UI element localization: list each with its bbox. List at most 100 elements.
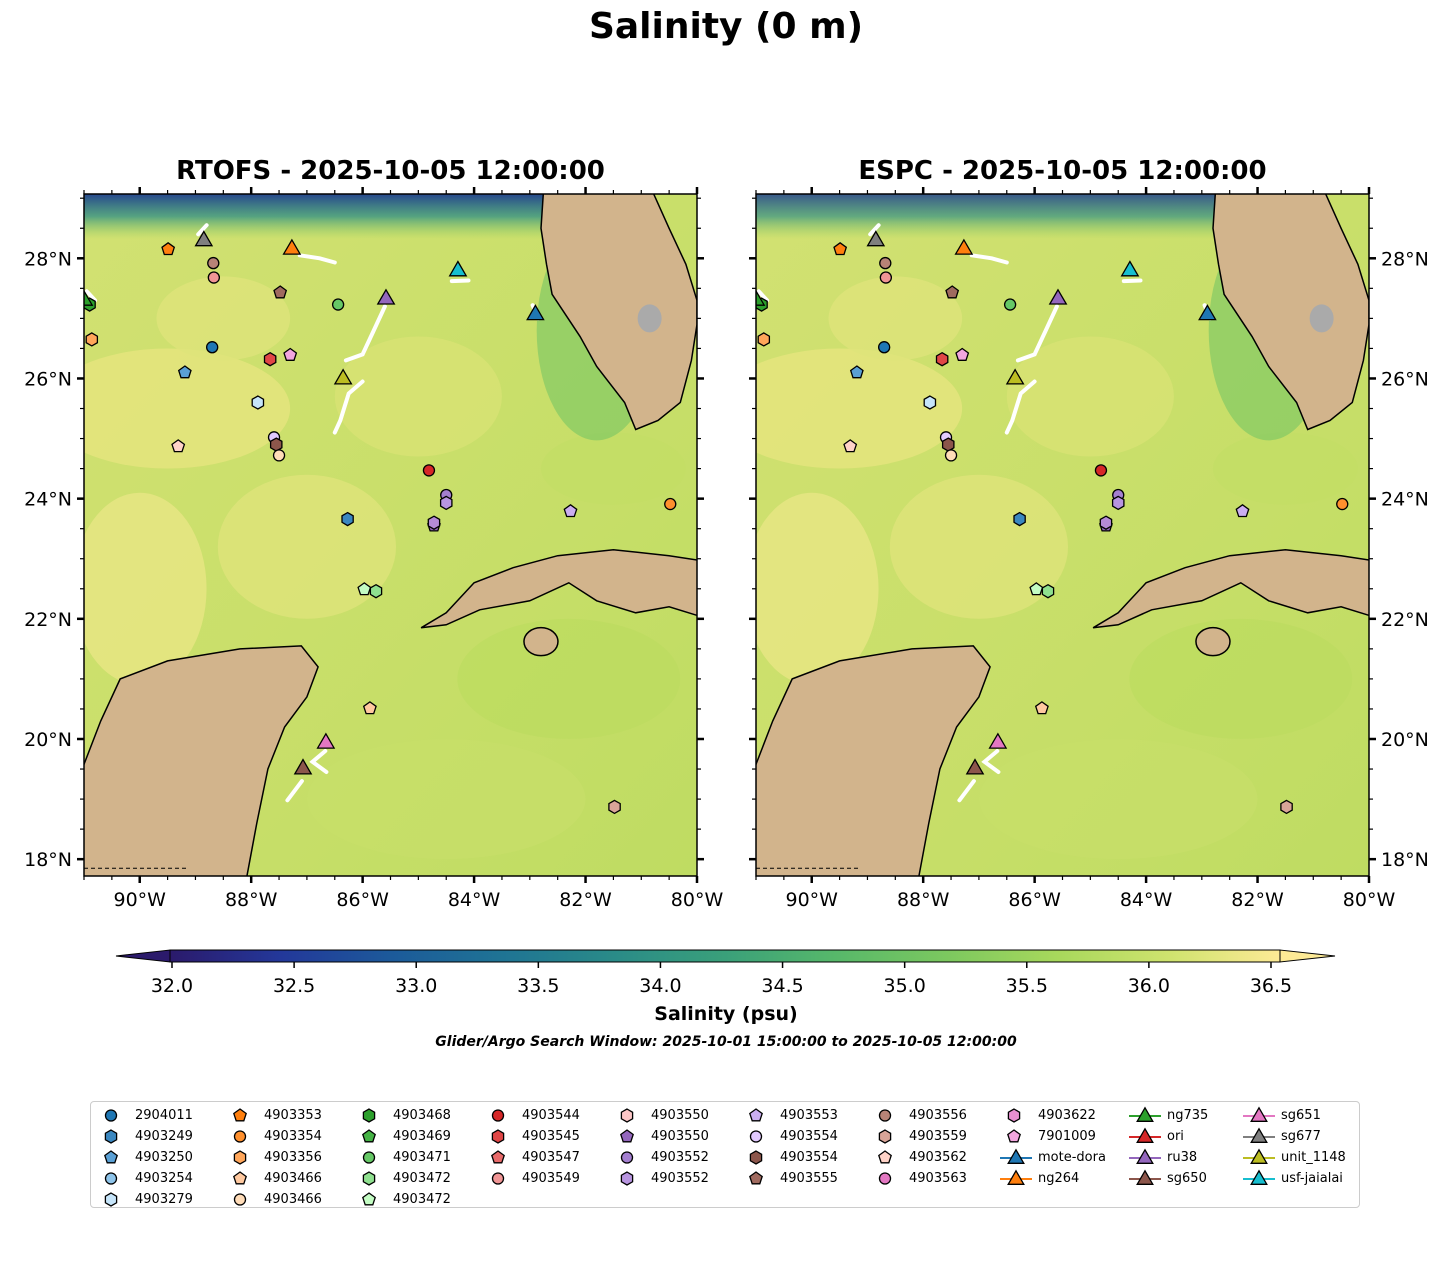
legend-marker (104, 1150, 118, 1164)
legend-label: 4903622 (1038, 1108, 1096, 1123)
marker-sg651 (316, 732, 336, 749)
legend-label: 7901009 (1038, 1129, 1096, 1144)
marker-4903466 (362, 701, 377, 715)
hexagon-marker-icon (233, 1150, 247, 1165)
legend-item: ng264 (998, 1168, 1106, 1189)
lat-tick-label: 24°N (1381, 489, 1429, 511)
marker-2904011 (205, 341, 219, 354)
legend-item: 4903466 (224, 1189, 322, 1210)
panel-title-rtofs: RTOFS - 2025-10-05 12:00:00 (176, 156, 605, 186)
marker-mote-dora (1198, 304, 1217, 321)
circle-marker-icon (749, 1130, 763, 1143)
marker-4903549 (879, 271, 893, 284)
triangle-marker-icon (1000, 1169, 1032, 1185)
legend-marker (749, 1108, 763, 1122)
legend-label: 4903559 (909, 1129, 967, 1144)
legend-marker (1136, 1106, 1154, 1122)
legend-marker (104, 1172, 118, 1185)
legend-label: 4903562 (909, 1150, 967, 1165)
legend-label: 4903469 (393, 1129, 451, 1144)
glider-track (957, 779, 976, 803)
hexagon-marker-icon (620, 1171, 634, 1186)
legend-column: 4903556 4903559 4903562 4903563 (869, 1105, 967, 1189)
colorbar-tick-label: 35.0 (884, 975, 926, 997)
legend-label: 4903354 (264, 1129, 322, 1144)
legend-label: 4903555 (780, 1171, 838, 1186)
legend-item: sg650 (1127, 1168, 1208, 1189)
marker-4903466 (944, 449, 958, 462)
legend-marker (1136, 1148, 1154, 1164)
marker-sg677 (194, 230, 214, 247)
legend-label: 4903550 (651, 1129, 709, 1144)
legend-item: 4903469 (353, 1126, 451, 1147)
legend-item: usf-jaialai (1241, 1168, 1346, 1189)
legend-marker (1007, 1169, 1025, 1185)
legend-marker (362, 1171, 376, 1186)
glider-track (981, 749, 1001, 774)
lon-tick-label: 82°W (559, 889, 612, 911)
circle-marker-icon (362, 1151, 376, 1164)
glider-track (449, 278, 471, 284)
pentagon-marker-icon (749, 1171, 763, 1185)
circle-marker-icon (878, 1109, 892, 1122)
colorbar-tick-label: 36.5 (1250, 975, 1292, 997)
glider-track (1121, 278, 1143, 284)
legend-marker (749, 1171, 763, 1185)
legend-label: 4903544 (522, 1108, 580, 1123)
legend-item: 4903471 (353, 1147, 451, 1168)
panel-title-espc: ESPC - 2025-10-05 12:00:00 (858, 156, 1267, 186)
legend-marker (1250, 1148, 1268, 1164)
legend-marker (233, 1108, 247, 1122)
marker-4903559 (608, 799, 621, 815)
pentagon-marker-icon (491, 1150, 505, 1164)
marker-4903555 (273, 285, 288, 299)
legend-item: 4903279 (95, 1189, 193, 1210)
legend-item: sg677 (1241, 1126, 1346, 1147)
marker-4903556 (207, 256, 220, 270)
legend-marker (362, 1108, 376, 1123)
marker-ng735 (756, 289, 766, 306)
legend-item: 4903622 (998, 1105, 1106, 1126)
salinity-eddy (334, 336, 502, 457)
hexagon-marker-icon (491, 1129, 505, 1144)
triangle-marker-icon (1129, 1169, 1161, 1185)
marker-4903545 (263, 351, 277, 367)
marker-4903471 (331, 298, 345, 311)
legend-column: 4903622 7901009 mote-dora ng264 (998, 1105, 1106, 1189)
colorbar-tick-label: 32.0 (151, 975, 193, 997)
legend-item: 4903250 (95, 1147, 193, 1168)
legend-marker (1136, 1127, 1154, 1143)
triangle-marker-icon (1243, 1127, 1275, 1143)
triangle-marker-icon (1000, 1148, 1032, 1164)
lon-tick-label: 88°W (897, 889, 950, 911)
low-salinity-band (756, 194, 1216, 239)
salinity-eddy (978, 739, 1258, 860)
lake-okeechobee (637, 304, 662, 333)
legend-marker (749, 1150, 763, 1165)
legend-label: 4903466 (264, 1171, 322, 1186)
legend-item: 4903553 (740, 1105, 838, 1126)
marker-7901009 (955, 347, 970, 361)
circle-marker-icon (491, 1172, 505, 1185)
marker-4903356 (757, 332, 771, 347)
colorbar-tick-label: 34.0 (639, 975, 681, 997)
pentagon-marker-icon (749, 1108, 763, 1122)
legend-marker (1250, 1127, 1268, 1143)
marker-4903356 (85, 332, 99, 347)
legend-label: 4903254 (135, 1171, 193, 1186)
legend-marker (1250, 1169, 1268, 1185)
legend-marker (491, 1150, 505, 1164)
legend-item: 4903552 (611, 1168, 709, 1189)
legend-item: 4903554 (740, 1147, 838, 1168)
legend-item: 4903544 (482, 1105, 580, 1126)
legend-column: sg651 sg677 unit_1148 usf-jaialai (1241, 1105, 1346, 1189)
legend-label: 4903279 (135, 1192, 193, 1207)
marker-4903552 (1111, 495, 1125, 511)
glider-track (1004, 379, 1037, 435)
marker-7901009 (283, 347, 298, 361)
figure-title: Salinity (0 m) (588, 6, 864, 47)
legend-label: 4903471 (393, 1150, 451, 1165)
marker-ru38 (376, 288, 396, 305)
legend-marker (233, 1193, 247, 1206)
legend-label: 4903356 (264, 1150, 322, 1165)
